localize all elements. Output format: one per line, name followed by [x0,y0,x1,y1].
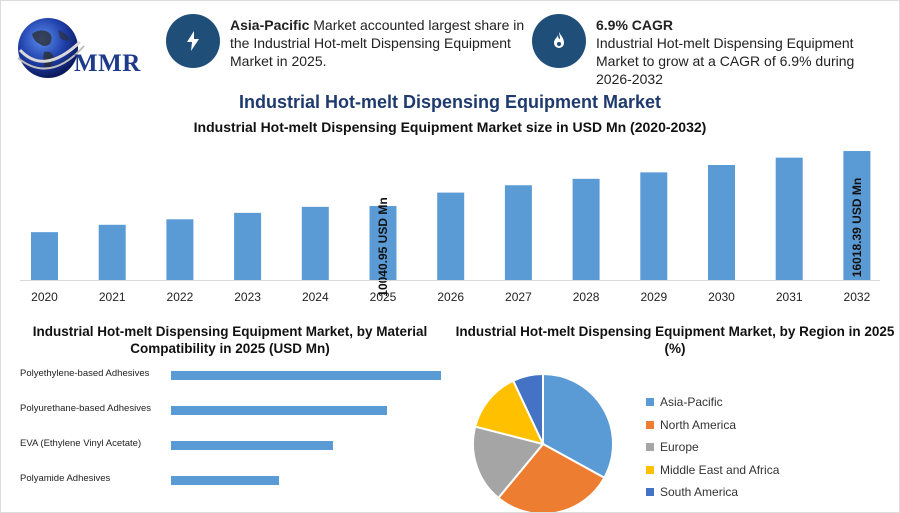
bar-data-label: 10040.95 USD Mn [376,197,390,296]
kpi-1-bold: Asia-Pacific [230,17,310,33]
x-tick-label: 2029 [640,290,667,304]
legend-label: North America [660,417,737,432]
legend-swatch [646,443,654,451]
bar-2032 [843,151,871,280]
legend-item: North America [646,418,846,432]
legend-item: Middle East and Africa [646,463,846,477]
legend-label: Middle East and Africa [660,462,780,477]
bar-chart-title: Industrial Hot-melt Dispensing Equipment… [193,119,707,135]
bar-2030 [708,165,735,280]
bar-2021 [98,224,126,280]
x-tick-label: 2028 [573,290,600,304]
material-chart-title: Industrial Hot-melt Dispensing Equipment… [32,324,428,356]
pie-slice-middle-east-and-africa [473,379,545,446]
legend-label: Asia-Pacific [660,395,723,409]
logo-text: MMR [74,50,141,77]
kpi-2-rest: Industrial Hot-melt Dispensing Equipment… [596,35,855,87]
legend-item: Europe [646,440,846,454]
kpi-cagr-text: 6.9% CAGR Industrial Hot-melt Dispensing… [596,16,876,88]
x-tick-label: 2021 [99,290,126,304]
flame-drop-icon [554,32,564,48]
bar-2025 [369,206,397,280]
legend-swatch [646,488,654,496]
region-pie-chart [472,372,614,512]
bar-2029 [640,172,668,280]
x-tick-label: 2023 [234,290,261,304]
material-category-label: EVA (Ethylene Vinyl Acetate) [20,438,142,449]
pie-slice-north-america [496,442,606,512]
kpi-1-rest: Market accounted largest share in the In… [230,17,525,69]
kpi-cagr-badge [532,14,586,68]
x-tick-label: 2024 [302,290,329,304]
pie-slice-europe [472,425,545,500]
legend-label: Europe [660,440,699,454]
legend-item: Asia-Pacific [646,395,846,409]
pie-slice-asia-pacific [542,372,614,480]
x-tick-label: 2025 [370,290,397,304]
bar-2020 [31,232,58,280]
x-tick-label: 2031 [776,290,803,304]
kpi-lightning-badge [166,14,220,68]
bar-2026 [437,192,465,280]
bar-2022 [166,219,194,280]
legend-swatch [646,465,654,474]
legend-item: South America [646,485,846,499]
material-bar [171,476,279,485]
x-tick-label: 2022 [167,290,194,304]
bar-2024 [301,206,329,280]
x-tick-label: 2032 [844,290,871,304]
bar-2027 [504,185,532,280]
material-bar [171,406,387,415]
kpi-asia-pacific-text: Asia-Pacific Market accounted largest sh… [230,16,525,70]
legend-label: South America [660,485,739,499]
legend-swatch [646,420,654,429]
globe-icon [17,18,85,78]
material-category-label: Polyurethane-based Adhesives [20,403,151,414]
material-bar [171,371,441,380]
material-bar [171,441,333,450]
bar-data-label: 16018.39 USD Mn [850,178,864,277]
material-category-label: Polyethylene-based Adhesives [20,368,150,379]
lightning-icon [187,31,199,51]
region-chart-title: Industrial Hot-melt Dispensing Equipment… [455,324,895,356]
bar-2031 [775,157,803,280]
main-title: Industrial Hot-melt Dispensing Equipment… [238,92,662,112]
x-tick-label: 2027 [505,290,532,304]
kpi-2-bold: 6.9% CAGR [596,17,674,33]
pie-slice-south-america [511,372,544,445]
x-tick-label: 2020 [31,290,58,304]
x-tick-label: 2030 [708,290,735,304]
material-category-label: Polyamide Adhesives [20,473,111,484]
legend-swatch [646,398,654,406]
bar-2028 [572,178,600,280]
bar-2023 [234,212,262,280]
x-tick-label: 2026 [437,290,464,304]
mmr-logo: MMR [14,14,141,82]
